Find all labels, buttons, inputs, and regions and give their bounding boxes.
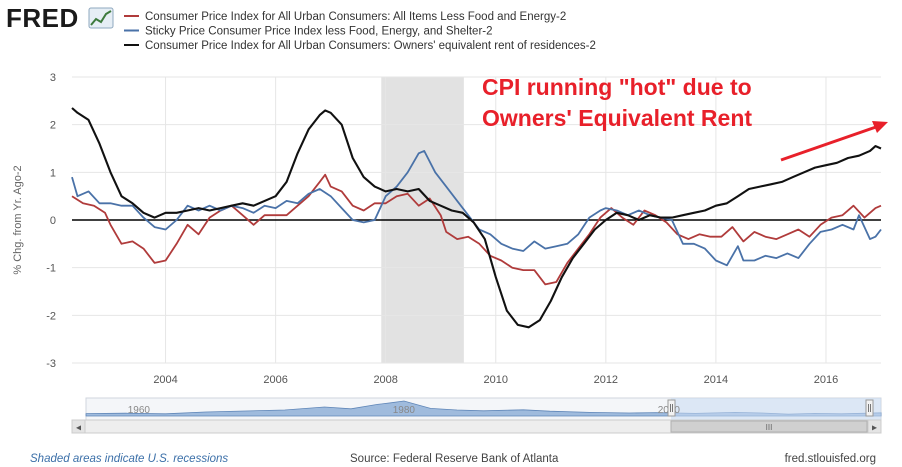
- y-tick-label: -1: [46, 263, 56, 275]
- navigator-right-handle[interactable]: [865, 399, 874, 417]
- y-tick-label: -2: [46, 310, 56, 322]
- fred-logo-text: FRED: [6, 3, 79, 33]
- legend-label-3[interactable]: Consumer Price Index for All Urban Consu…: [145, 40, 596, 52]
- navigator-scrollbar[interactable]: ◂ III ▸: [71, 419, 882, 434]
- navigator-selected-range[interactable]: [671, 398, 881, 420]
- scroll-left-button[interactable]: ◂: [71, 419, 86, 434]
- plot-area: -3 -2 -1 0 1 2 3 2004 2006 2008 2010 2012 2014 2016: [46, 72, 882, 386]
- navigator-tick-label: 1960: [128, 405, 151, 416]
- x-tick-label: 2006: [263, 374, 287, 386]
- chart-legend: Consumer Price Index for All Urban Consu…: [124, 11, 596, 52]
- navigator-left-handle[interactable]: [667, 399, 676, 417]
- annotation-line-2: Owners' Equivalent Rent: [482, 105, 752, 131]
- scroll-right-button[interactable]: ▸: [867, 419, 882, 434]
- y-tick-label: -3: [46, 358, 56, 370]
- x-tick-label: 2008: [373, 374, 397, 386]
- scrollbar-thumb-grip: III: [766, 423, 773, 432]
- y-tick-label: 1: [50, 167, 56, 179]
- source-text: Source: Federal Reserve Bank of Atlanta: [350, 453, 559, 465]
- y-tick-label: 3: [50, 72, 56, 84]
- navigator-tick-label: 1980: [393, 405, 416, 416]
- series-lines: [71, 107, 882, 329]
- x-tick-label: 2012: [594, 374, 618, 386]
- x-tick-label: 2014: [704, 374, 728, 386]
- scrollbar-thumb[interactable]: [670, 420, 868, 433]
- range-navigator[interactable]: 196019802000: [85, 397, 882, 421]
- legend-label-2[interactable]: Sticky Price Consumer Price Index less F…: [145, 26, 493, 38]
- x-tick-label: 2016: [814, 374, 838, 386]
- series-line-2[interactable]: [71, 150, 882, 267]
- series-line-3[interactable]: [71, 107, 882, 329]
- y-tick-label: 0: [50, 215, 56, 227]
- x-tick-label: 2004: [153, 374, 177, 386]
- fred-logo[interactable]: FRED: [6, 3, 114, 33]
- annotation: CPI running "hot" due to Owners' Equival…: [482, 74, 888, 162]
- scroll-left-arrow-icon: ◂: [76, 423, 81, 434]
- series-line-1[interactable]: [71, 173, 882, 286]
- legend-label-1[interactable]: Consumer Price Index for All Urban Consu…: [145, 11, 566, 23]
- y-tick-label: 2: [50, 120, 56, 132]
- site-link[interactable]: fred.stlouisfed.org: [785, 453, 876, 465]
- y-axis-title: % Chg. from Yr. Ago-2: [12, 165, 24, 274]
- scroll-right-arrow-icon: ▸: [872, 423, 877, 434]
- annotation-line-1: CPI running "hot" due to: [482, 74, 752, 100]
- x-tick-labels: 2004 2006 2008 2010 2012 2014 2016: [153, 374, 838, 386]
- fred-logo-chart-icon: [88, 7, 114, 29]
- y-tick-labels: -3 -2 -1 0 1 2 3: [46, 72, 56, 370]
- recession-note: Shaded areas indicate U.S. recessions: [30, 453, 228, 465]
- annotation-arrow-icon: [780, 121, 888, 162]
- x-tick-label: 2010: [484, 374, 508, 386]
